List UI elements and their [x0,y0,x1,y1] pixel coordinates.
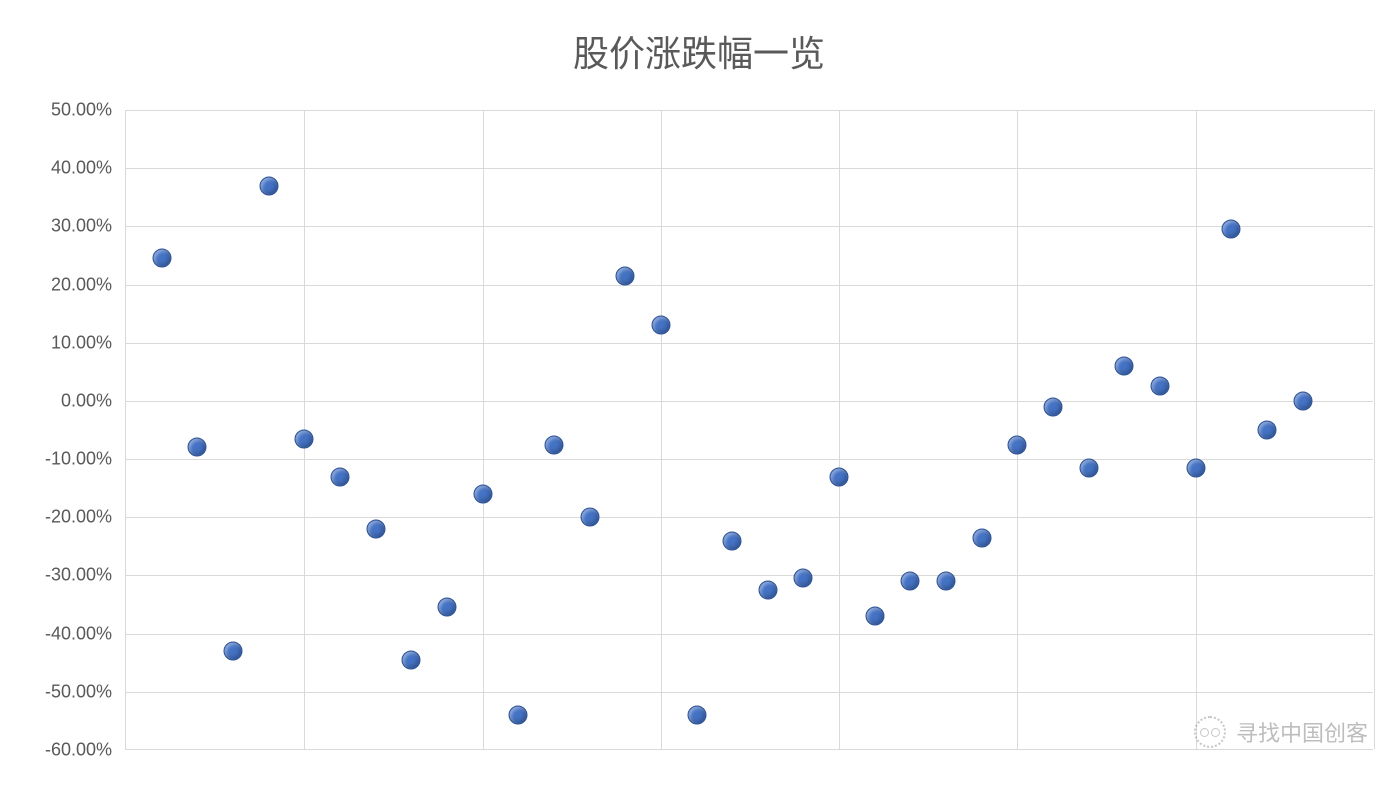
data-point [1115,357,1134,376]
y-axis-label: -50.00% [45,681,112,702]
gridline-vertical [1374,110,1375,749]
data-point [1258,421,1277,440]
y-axis-label: 50.00% [51,100,112,121]
data-point [509,706,528,725]
data-point [723,531,742,550]
gridline-horizontal [126,692,1373,693]
data-point [830,467,849,486]
data-point [865,607,884,626]
chart-container: 50.00% 40.00% 30.00% 20.00% 10.00% 0.00% -10.0… [20,100,1378,780]
data-point [794,569,813,588]
data-point [1222,220,1241,239]
y-axis-label: -60.00% [45,740,112,761]
gridline-horizontal [126,226,1373,227]
y-axis-label: 10.00% [51,332,112,353]
data-point [544,435,563,454]
chart-title: 股价涨跌幅一览 [0,25,1398,77]
y-axis-label: 0.00% [61,390,112,411]
plot-area [125,110,1373,750]
data-point [687,706,706,725]
gridline-horizontal [126,634,1373,635]
data-point [937,572,956,591]
gridline-horizontal [126,168,1373,169]
data-point [1293,391,1312,410]
data-point [473,485,492,504]
data-point [223,642,242,661]
data-point [758,581,777,600]
y-axis-label: 20.00% [51,274,112,295]
gridline-vertical [1017,110,1018,749]
y-axis-label: 40.00% [51,158,112,179]
gridline-horizontal [126,343,1373,344]
y-axis: 50.00% 40.00% 30.00% 20.00% 10.00% 0.00% -10.0… [20,100,120,780]
gridline-horizontal [126,517,1373,518]
gridline-horizontal [126,575,1373,576]
data-point [616,266,635,285]
watermark: 寻找中国创客 [1194,716,1368,748]
data-point [1079,458,1098,477]
wechat-icon [1194,716,1226,748]
data-point [1186,458,1205,477]
data-point [1008,435,1027,454]
y-axis-label: -30.00% [45,565,112,586]
data-point [437,598,456,617]
data-point [295,429,314,448]
watermark-text: 寻找中国创客 [1236,716,1368,748]
data-point [1044,397,1063,416]
data-point [651,316,670,335]
gridline-vertical [661,110,662,749]
data-point [366,519,385,538]
data-point [580,508,599,527]
gridline-horizontal [126,401,1373,402]
gridline-vertical [483,110,484,749]
gridline-horizontal [126,459,1373,460]
data-point [972,528,991,547]
y-axis-label: 30.00% [51,216,112,237]
y-axis-label: -20.00% [45,507,112,528]
data-point [402,650,421,669]
data-point [152,249,171,268]
gridline-vertical [1196,110,1197,749]
data-point [330,467,349,486]
gridline-horizontal [126,285,1373,286]
data-point [188,438,207,457]
data-point [1151,377,1170,396]
gridline-horizontal [126,110,1373,111]
data-point [901,572,920,591]
y-axis-label: -10.00% [45,449,112,470]
data-point [259,176,278,195]
gridline-vertical [839,110,840,749]
y-axis-label: -40.00% [45,623,112,644]
